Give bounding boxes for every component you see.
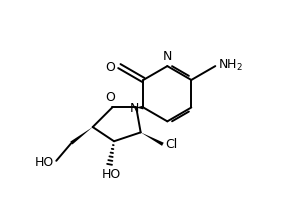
Polygon shape — [70, 127, 93, 145]
Polygon shape — [136, 106, 143, 110]
Text: NH$_2$: NH$_2$ — [218, 57, 243, 73]
Text: HO: HO — [34, 155, 54, 168]
Text: HO: HO — [102, 167, 121, 180]
Text: N: N — [130, 101, 139, 114]
Text: O: O — [105, 91, 115, 104]
Text: Cl: Cl — [166, 137, 178, 150]
Text: O: O — [105, 60, 115, 73]
Text: N: N — [163, 49, 172, 62]
Polygon shape — [141, 133, 164, 146]
